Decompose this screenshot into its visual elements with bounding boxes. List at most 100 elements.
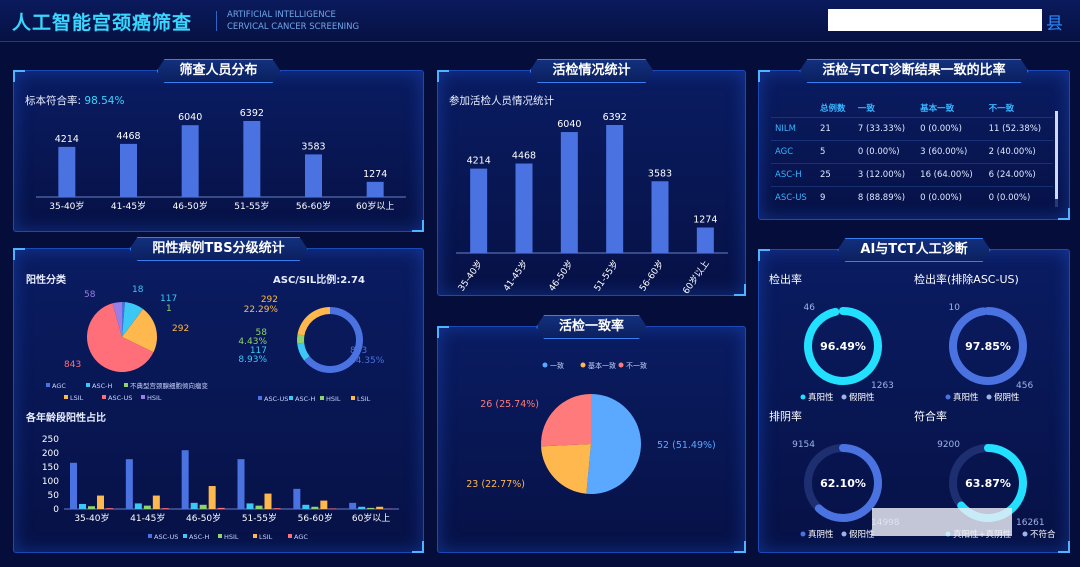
legend-swatch bbox=[102, 395, 106, 399]
bar bbox=[181, 125, 199, 197]
panel-title-ai-tct: AI与TCT人工诊断 bbox=[837, 238, 990, 262]
legend-swatch bbox=[64, 395, 68, 399]
donut-data-label: 843 bbox=[350, 346, 367, 356]
consistency-table: 总例数 一致 基本一致 不一致 NILM 21 7 (33.33%) 0 (0.… bbox=[771, 99, 1053, 210]
legend-swatch bbox=[320, 396, 324, 400]
ring-center-value: 63.87% bbox=[965, 477, 1011, 490]
bar-data-label: 4214 bbox=[467, 156, 491, 167]
grouped-bar bbox=[143, 505, 151, 509]
pie-data-label: 117 bbox=[160, 294, 177, 304]
app-subtitle-line1: ARTIFICIAL INTELLIGENCE bbox=[227, 10, 336, 20]
redacted-area bbox=[828, 9, 1042, 31]
grouped-bar bbox=[106, 508, 113, 509]
panel-title-tbs: 阳性病例TBS分级统计 bbox=[129, 237, 307, 261]
pie-data-label: 1 bbox=[166, 304, 172, 314]
y-tick-label: 250 bbox=[42, 435, 59, 445]
panel-title-consistency: 活检与TCT诊断结果一致的比率 bbox=[799, 59, 1028, 83]
grouped-bar bbox=[152, 495, 160, 509]
x-tick-label: 35-40岁 bbox=[49, 200, 84, 212]
pie-slice bbox=[112, 302, 122, 337]
biopsy-bar-chart: 4214 35-40岁 4468 41-45岁 6040 46-50岁 6392 51-55岁… bbox=[455, 112, 728, 296]
x-tick-label: 46-50岁 bbox=[173, 200, 208, 212]
legend-label: 假阳性 bbox=[849, 529, 875, 540]
top-bar: 人工智能宫颈癌筛查 ARTIFICIAL INTELLIGENCE CERVIC… bbox=[0, 0, 1080, 42]
bar-data-label: 6392 bbox=[240, 108, 264, 119]
table-cell: 9 bbox=[816, 186, 854, 210]
legend-label: LSIL bbox=[259, 533, 273, 541]
screening-bar-chart: 4214 35-40岁 4468 41-45岁 6040 46-50岁 6392 51-55岁… bbox=[36, 108, 406, 212]
x-tick-label: 46-50岁 bbox=[546, 258, 576, 294]
x-tick-label: 35-40岁 bbox=[74, 512, 109, 524]
grouped-bar bbox=[302, 504, 310, 509]
legend-dot bbox=[1022, 531, 1028, 537]
table-cell: AGC bbox=[771, 140, 816, 164]
donut-pct-label: 8.93% bbox=[238, 355, 267, 365]
donut-slice bbox=[297, 342, 310, 361]
x-tick-label: 35-40岁 bbox=[455, 258, 485, 294]
sample-rate-label: 标本符合率: bbox=[25, 95, 82, 107]
pie-slice bbox=[541, 394, 591, 447]
grouped-bar bbox=[181, 450, 189, 509]
legend-label: 真阳性 bbox=[808, 392, 834, 403]
ring-progress bbox=[949, 307, 1027, 385]
pie-data-label: 18 bbox=[132, 285, 144, 295]
ring-title: 检出率(排除ASC-US) bbox=[914, 272, 1019, 286]
bar-data-label: 4214 bbox=[55, 134, 79, 145]
grouped-bar bbox=[255, 505, 263, 509]
pie-data-label: 292 bbox=[172, 324, 189, 334]
table-cell: 2 (40.00%) bbox=[984, 140, 1053, 164]
table-scrollbar[interactable] bbox=[1055, 111, 1058, 207]
panel-screening: 筛查人员分布 标本符合率: 98.54% 4214 35-40岁 4468 41-45… bbox=[13, 70, 424, 232]
table-cell: 21 bbox=[816, 117, 854, 141]
pie-slice bbox=[122, 302, 143, 337]
table-cell: 11 (52.38%) bbox=[984, 117, 1053, 141]
table-cell: 3 (12.00%) bbox=[853, 163, 917, 187]
ring-left-number: 46 bbox=[804, 303, 816, 313]
legend-label: 不典型宫颈腺细胞倾向瘤变 bbox=[130, 381, 209, 390]
donut-data-label: 58 bbox=[256, 328, 268, 338]
legend-label: 真阳性 bbox=[953, 392, 979, 403]
legend-label: LSIL bbox=[357, 395, 371, 403]
table-header: 总例数 bbox=[820, 104, 846, 114]
bar bbox=[243, 121, 261, 197]
legend-swatch bbox=[46, 383, 50, 387]
bar bbox=[470, 168, 488, 253]
table-row: ASC-US 9 8 (88.89%) 0 (0.00%) 0 (0.00%) bbox=[771, 186, 1053, 210]
pie-data-label: 23 (22.77%) bbox=[466, 479, 525, 490]
table-scrollbar-thumb[interactable] bbox=[1055, 111, 1058, 199]
panel-consistency-table: 活检与TCT诊断结果一致的比率 总例数 一致 基本一致 不一致 NILM 21 … bbox=[758, 70, 1070, 220]
table-cell: 0 (0.00%) bbox=[853, 140, 917, 164]
table-cell: 0 (0.00%) bbox=[916, 117, 985, 141]
x-tick-label: 41-45岁 bbox=[111, 200, 146, 212]
donut-slice bbox=[297, 307, 330, 336]
legend-label: 假阴性 bbox=[994, 392, 1020, 403]
ring-center-value: 97.85% bbox=[965, 340, 1011, 353]
grouped-bar bbox=[208, 486, 216, 509]
pie-slice bbox=[541, 444, 591, 494]
legend-label: ASC-H bbox=[295, 395, 315, 403]
legend-dot bbox=[841, 394, 847, 400]
bar bbox=[606, 125, 624, 253]
sample-rate: 标本符合率: 98.54% bbox=[25, 93, 124, 108]
legend-label: ASC-H bbox=[189, 533, 209, 541]
legend-swatch bbox=[183, 534, 187, 538]
x-tick-label: 41-45岁 bbox=[500, 258, 530, 294]
table-cell: NILM bbox=[771, 117, 816, 141]
bar-data-label: 1274 bbox=[693, 214, 717, 225]
x-tick-label: 60岁以上 bbox=[352, 512, 390, 524]
grouped-bar bbox=[217, 507, 225, 509]
pie-data-label: 843 bbox=[64, 360, 81, 370]
legend-label: 不一致 bbox=[626, 361, 647, 370]
x-tick-label: 60岁以上 bbox=[680, 258, 712, 296]
grouped-bar bbox=[199, 504, 207, 509]
bar bbox=[651, 181, 669, 253]
legend-dot bbox=[800, 394, 806, 400]
donut-slice bbox=[297, 334, 305, 344]
donut-data-label: 292 bbox=[261, 295, 278, 305]
app-subtitle-line2: CERVICAL CANCER SCREENING bbox=[227, 22, 360, 32]
ring-title: 检出率 bbox=[769, 272, 802, 286]
legend-swatch bbox=[124, 383, 128, 387]
table-cell: 5 bbox=[816, 140, 854, 164]
x-tick-label: 56-60岁 bbox=[636, 258, 666, 294]
grouped-bar bbox=[246, 503, 254, 509]
